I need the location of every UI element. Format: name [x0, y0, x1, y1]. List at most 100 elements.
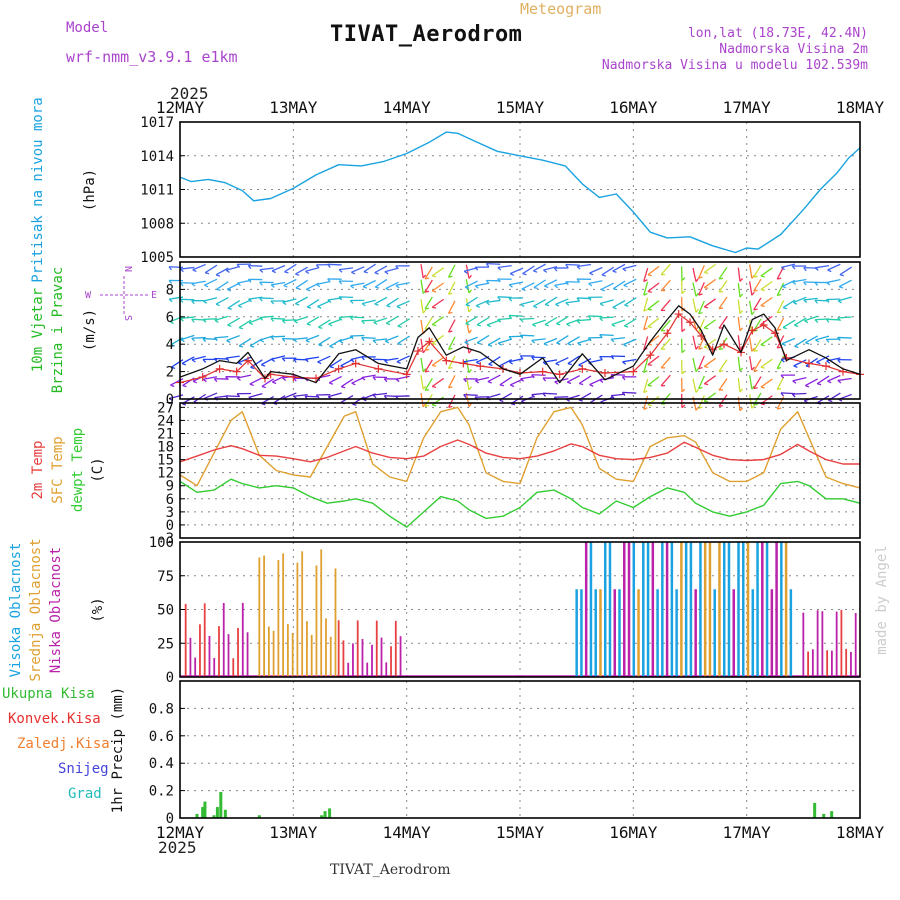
wind-barb-flag: [463, 394, 467, 399]
wind-barb: [660, 263, 671, 276]
wind-barb: [420, 375, 424, 390]
wind-barb-flag: [508, 336, 513, 341]
wind-barb-flag: [271, 270, 276, 274]
wind-barb: [202, 337, 218, 340]
wind-barb-flag: [753, 349, 758, 352]
wind-barb: [698, 395, 705, 409]
wind-barb-flag: [250, 345, 255, 348]
wind-barb: [361, 299, 376, 305]
wind-ylabel-1: 10m Vjetar: [30, 288, 46, 372]
wind-barb-flag: [465, 322, 470, 326]
wind-barb: [599, 316, 614, 319]
wind-barb-flag: [643, 407, 648, 411]
model-height-label: Nadmorska Visina u modelu 102.539m: [601, 58, 868, 73]
wind-ylabel-2: Brzina i Pravac: [50, 267, 66, 393]
wind-barb-flag: [293, 320, 299, 324]
wind-barb: [475, 376, 490, 382]
wind-barb-flag: [554, 284, 559, 289]
wind-barb-flag: [227, 307, 232, 310]
wind-barb-flag: [351, 271, 356, 275]
wind-gust-marker: [555, 370, 564, 379]
pressure-ytick-label: 1014: [140, 149, 174, 165]
wind-barb-flag: [837, 359, 841, 364]
wind-barb: [839, 266, 853, 276]
wind-barb-flag: [384, 271, 389, 275]
cloud-ytick-label: 75: [157, 569, 174, 585]
wind-barb: [826, 318, 841, 321]
wind-barb: [624, 318, 637, 327]
wind-barb: [396, 355, 410, 363]
temp-frame: [179, 402, 861, 539]
wind-barb: [753, 338, 762, 352]
precip-bar: [223, 809, 227, 818]
wind-barb: [497, 317, 512, 321]
wind-barb-flag: [476, 342, 482, 345]
wind-barb: [660, 338, 671, 350]
wind-barb-flag: [777, 311, 782, 314]
wind-barb-flag: [226, 288, 232, 292]
wind-barb: [520, 300, 535, 306]
wind-barb-flag: [168, 298, 173, 303]
wind-barb: [544, 296, 558, 306]
wind-barb-flag: [361, 320, 365, 325]
wind-barb-flag: [803, 299, 808, 304]
wind-barb: [737, 378, 741, 393]
wind-barb: [611, 393, 626, 397]
wind-barb-flag: [826, 360, 831, 364]
wind-gust-marker: [198, 373, 207, 382]
wind-barb: [565, 300, 580, 304]
wind-barb-flag: [793, 365, 798, 368]
wind-barb-flag: [170, 384, 175, 388]
wind-barb-flag: [622, 268, 627, 272]
wind-barb: [578, 375, 592, 385]
wind-barb-flag: [695, 406, 699, 411]
wind-barb: [599, 299, 614, 305]
wind-barb-flag: [599, 356, 603, 361]
wind-barb: [698, 375, 705, 389]
wind-barb-flag: [751, 311, 755, 316]
wind-barb-flag: [169, 321, 174, 325]
wind-barb: [397, 318, 411, 327]
wind-barb-flag: [739, 367, 744, 372]
wind-barb: [577, 338, 592, 344]
wind-barb-flag: [396, 361, 401, 364]
wind-barb: [567, 336, 580, 345]
wind-barb-flag: [704, 286, 709, 290]
wind-barb-flag: [270, 284, 275, 288]
wind-barb: [576, 318, 592, 322]
wind-barb-flag: [610, 338, 615, 343]
wind-barb: [259, 315, 274, 319]
wind-barb: [660, 356, 671, 369]
wind-barb-flag: [827, 269, 832, 273]
wind-barb: [361, 374, 376, 379]
wind-barb-flag: [305, 339, 310, 343]
wind-barb-flag: [305, 270, 310, 275]
wind-barb-flag: [621, 391, 626, 396]
wind-barb: [202, 318, 218, 321]
wind-barb: [447, 375, 456, 389]
wind-barb: [589, 266, 603, 274]
year-bottom: 2025: [158, 838, 197, 857]
wind-barb-flag: [588, 283, 593, 287]
wind-barb: [237, 374, 252, 379]
wind-barb: [373, 392, 388, 396]
wind-barb: [180, 266, 195, 270]
wind-barb-flag: [448, 292, 453, 295]
wind-barb-flag: [565, 281, 569, 286]
wind-barb: [339, 267, 354, 271]
wind-barb-flag: [422, 403, 427, 408]
wind-barb: [465, 296, 479, 306]
wind-barb: [395, 282, 410, 287]
cloud-low-ylabel: Niska Oblacnost: [48, 547, 64, 673]
wind-barb-flag: [777, 277, 782, 280]
wind-barb: [272, 375, 286, 383]
wind-barb: [838, 279, 852, 288]
wind-barb-flag: [191, 359, 196, 363]
wind-barb-flag: [554, 381, 559, 385]
wind-barb: [749, 356, 753, 371]
xtick-top-label: 13MAY: [269, 98, 318, 117]
wind-barb-flag: [179, 268, 184, 273]
wind-barb-flag: [259, 269, 264, 273]
wind-barb-flag: [192, 380, 198, 384]
wind-barb-flag: [247, 278, 252, 283]
